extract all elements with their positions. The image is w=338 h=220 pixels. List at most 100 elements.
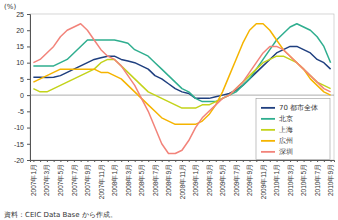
- y-tick: 20: [16, 27, 30, 34]
- x-tick-mark: [189, 160, 190, 162]
- x-tick: 2007年5月: [57, 160, 64, 196]
- x-tick: [310, 160, 311, 162]
- x-tick: [283, 160, 284, 162]
- y-tick: 25: [16, 11, 30, 18]
- x-tick-mark: [236, 160, 237, 162]
- x-tick-mark: [223, 160, 224, 162]
- x-tick-mark: [168, 160, 169, 162]
- x-tick-mark: [229, 160, 230, 162]
- x-tick-mark: [182, 160, 183, 162]
- x-tick: 2009年1月: [192, 160, 199, 196]
- x-tick: 2009年5月: [219, 160, 226, 196]
- x-tick: [324, 160, 325, 162]
- x-tick-mark: [54, 160, 55, 162]
- x-tick-mark: [290, 160, 291, 162]
- x-axis-line: [31, 161, 335, 163]
- x-tick: [148, 160, 149, 162]
- x-tick-mark: [324, 160, 325, 162]
- x-tick-mark: [114, 160, 115, 162]
- plot: -20-15-10-505101520252007年1月2007年3月2007年…: [14, 11, 335, 199]
- x-tick-label: 2009年11月: [260, 164, 267, 199]
- x-tick-mark: [277, 160, 278, 162]
- y-tick-mark: [27, 30, 30, 31]
- x-tick-mark: [40, 160, 41, 162]
- x-tick: [256, 160, 257, 162]
- legend-swatch: [261, 151, 275, 153]
- x-tick: [108, 160, 109, 162]
- y-tick-mark: [27, 14, 30, 15]
- x-tick-mark: [304, 160, 305, 162]
- x-tick: 2009年3月: [206, 160, 213, 196]
- x-tick: [216, 160, 217, 162]
- x-tick: [94, 160, 95, 162]
- chart-container: -20-15-10-505101520252007年1月2007年3月2007年…: [0, 0, 338, 220]
- legend-item: 70 都市全体: [261, 104, 318, 112]
- x-tick: 2009年11月: [260, 160, 267, 199]
- x-tick-label: 2009年7月: [233, 164, 240, 196]
- y-tick: 5: [20, 76, 30, 83]
- x-tick: [243, 160, 244, 162]
- x-tick: [54, 160, 55, 162]
- legend-item: 北京: [261, 115, 293, 123]
- x-tick-mark: [87, 160, 88, 162]
- x-tick: [162, 160, 163, 162]
- y-tick-label: 0: [20, 92, 24, 99]
- x-tick: 2010年3月: [287, 160, 294, 196]
- x-tick-label: 2009年3月: [206, 164, 213, 196]
- y-tick-label: 20: [16, 27, 24, 34]
- x-tick: [135, 160, 136, 162]
- legend-box: [256, 98, 330, 159]
- x-tick-mark: [196, 160, 197, 162]
- x-tick: 2008年7月: [152, 160, 159, 196]
- series-line: [33, 24, 330, 125]
- x-tick-mark: [155, 160, 156, 162]
- x-tick: [270, 160, 271, 162]
- y-tick-mark: [27, 63, 30, 64]
- x-tick: 2008年9月: [165, 160, 172, 196]
- x-tick-mark: [121, 160, 122, 162]
- x-tick-mark: [33, 160, 34, 162]
- x-tick: [202, 160, 203, 162]
- x-tick-label: 2007年7月: [70, 164, 77, 196]
- x-tick-label: 2008年9月: [165, 164, 172, 196]
- x-tick-label: 2008年5月: [138, 164, 145, 196]
- x-tick-label: 2008年11月: [179, 164, 186, 199]
- x-tick-mark: [283, 160, 284, 162]
- x-tick-label: 2010年5月: [300, 164, 307, 196]
- x-tick-mark: [94, 160, 95, 162]
- legend-swatch: [261, 118, 275, 120]
- y-tick-mark: [27, 144, 30, 145]
- x-tick-label: 2008年3月: [125, 164, 132, 196]
- x-tick: [81, 160, 82, 162]
- x-tick-mark: [256, 160, 257, 162]
- legend: 70 都市全体北京上海広州深圳: [256, 98, 330, 159]
- x-tick-label: 2009年1月: [192, 164, 199, 196]
- x-tick-mark: [270, 160, 271, 162]
- y-tick: 0: [20, 92, 30, 99]
- x-tick: 2009年7月: [233, 160, 240, 196]
- zero-line: [30, 95, 334, 96]
- legend-label: 北京: [279, 115, 293, 123]
- legend-swatch: [261, 107, 275, 109]
- x-tick-label: 2007年9月: [84, 164, 91, 196]
- source-note: 資料：CEIC Data Base から作成。: [4, 211, 117, 219]
- x-tick-label: 2008年7月: [152, 164, 159, 196]
- x-tick-mark: [67, 160, 68, 162]
- y-tick-label: 10: [16, 59, 24, 66]
- x-tick-mark: [250, 160, 251, 162]
- legend-swatch: [261, 129, 275, 131]
- y-tick: -5: [18, 108, 30, 115]
- legend-item: 上海: [261, 126, 293, 134]
- x-tick-mark: [202, 160, 203, 162]
- x-tick: 2007年9月: [84, 160, 91, 196]
- y-tick-label: 5: [20, 76, 24, 83]
- legend-item: 深圳: [261, 148, 293, 156]
- x-tick-mark: [310, 160, 311, 162]
- x-axis: 2007年1月2007年3月2007年5月2007年7月2007年9月2007年…: [30, 160, 335, 199]
- y-tick: 10: [16, 59, 30, 66]
- x-tick: [121, 160, 122, 162]
- y-tick: -15: [14, 141, 30, 148]
- y-tick-mark: [27, 95, 30, 96]
- x-tick: [67, 160, 68, 162]
- y-tick: -20: [14, 157, 30, 164]
